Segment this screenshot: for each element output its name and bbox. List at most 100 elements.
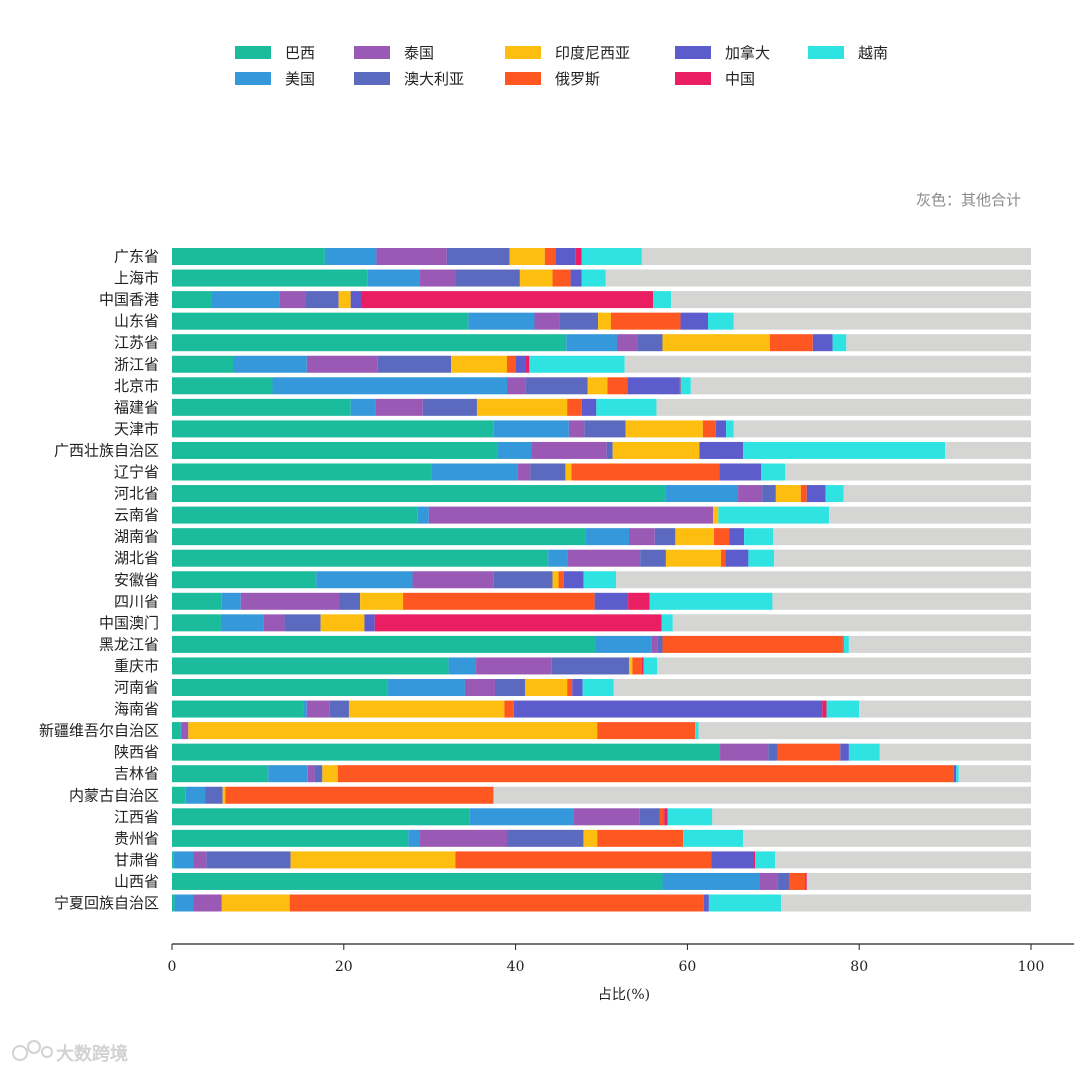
bar-segment: [583, 571, 617, 589]
bar-segment: [627, 377, 680, 395]
bar-segment: [446, 248, 510, 265]
category-label: 辽宁省: [114, 463, 159, 481]
bar-segment: [612, 441, 700, 459]
bar-segment: [729, 528, 745, 546]
bar-remainder: [859, 700, 1031, 718]
bar-segment: [568, 420, 585, 438]
category-label: 广西壮族自治区: [54, 441, 159, 459]
bar-segment: [339, 592, 361, 610]
legend-item: 澳大利亚: [354, 70, 464, 88]
bar-row: [172, 441, 1031, 459]
legend-swatch: [505, 46, 541, 59]
bar-segment: [290, 851, 456, 869]
bar-segment: [800, 485, 807, 503]
bar-segment: [628, 657, 633, 675]
bar-segment: [476, 398, 568, 416]
bar-row: [172, 398, 1031, 416]
bar-segment: [322, 765, 338, 783]
legend-item: 泰国: [354, 44, 434, 62]
bar-segment: [324, 248, 377, 265]
bar-segment: [594, 592, 629, 610]
bar-segment: [306, 291, 339, 309]
category-label: 陕西省: [114, 743, 159, 761]
bar-segment: [172, 635, 596, 653]
bar-segment: [708, 312, 734, 330]
bar-segment: [348, 700, 505, 718]
bar-segment: [567, 549, 641, 567]
bar-segment: [769, 334, 813, 352]
bar-segment: [661, 614, 673, 632]
bar-segment: [699, 441, 744, 459]
bar-remainder: [879, 743, 1031, 761]
bar-segment: [172, 808, 470, 826]
bar-segment: [581, 398, 597, 416]
bar-segment: [172, 291, 212, 309]
bar-segment: [422, 398, 477, 416]
category-label: 黑龙江省: [99, 635, 159, 653]
bar-segment: [172, 571, 317, 589]
bar-segment: [289, 894, 704, 912]
category-labels: 广东省上海市中国香港山东省江苏省浙江省北京市福建省天津市广西壮族自治区辽宁省河北…: [39, 248, 159, 913]
category-label: 中国香港: [99, 291, 159, 309]
bar-segment: [718, 506, 830, 524]
category-label: 海南省: [114, 700, 159, 718]
bar-remainder: [641, 248, 1031, 265]
bars: [172, 248, 1031, 912]
legend-label: 美国: [285, 70, 315, 88]
bar-remainder: [781, 894, 1031, 912]
bar-segment: [284, 614, 321, 632]
bar-remainder: [733, 312, 1031, 330]
bar-segment: [507, 829, 584, 847]
category-label: 甘肃省: [114, 851, 159, 869]
bar-segment: [956, 765, 959, 783]
x-tick-label: 0: [168, 959, 177, 975]
bar-segment: [307, 765, 315, 783]
bar-segment: [517, 463, 531, 481]
bar-segment: [172, 549, 549, 567]
bar-remainder: [494, 786, 1031, 804]
bar-row: [172, 765, 1031, 783]
bar-remainder: [624, 355, 1031, 373]
bar-row: [172, 614, 1031, 632]
bar-remainder: [616, 571, 1031, 589]
bar-segment: [493, 786, 495, 804]
bar-segment: [777, 872, 790, 890]
bar-segment: [263, 614, 285, 632]
category-label: 贵州省: [114, 829, 159, 847]
x-tick-label: 20: [335, 959, 353, 975]
legend-label: 印度尼西亚: [555, 44, 630, 62]
category-label: 山西省: [114, 872, 159, 890]
bar-segment: [843, 635, 849, 653]
bar-segment: [428, 506, 714, 524]
bar-segment: [812, 334, 833, 352]
legend-item: 加拿大: [675, 44, 770, 62]
bar-segment: [662, 872, 760, 890]
bar-segment: [659, 808, 664, 826]
bar-segment: [172, 269, 368, 287]
bar-segment: [720, 549, 726, 567]
bar-segment: [789, 872, 806, 890]
bar-segment: [469, 808, 575, 826]
bar-segment: [567, 398, 582, 416]
bar-segment: [822, 700, 827, 718]
bar-segment: [172, 398, 351, 416]
bar-segment: [715, 420, 727, 438]
bar-segment: [172, 528, 586, 546]
bar-segment: [225, 786, 494, 804]
bar-segment: [314, 765, 323, 783]
legend-swatch: [354, 72, 390, 85]
bar-segment: [555, 248, 576, 265]
bar-segment: [657, 635, 663, 653]
bar-segment: [679, 377, 681, 395]
bar-segment: [548, 549, 568, 567]
category-label: 四川省: [114, 592, 159, 610]
bar-remainder: [733, 420, 1031, 438]
bar-segment: [172, 700, 304, 718]
bar-segment: [805, 872, 807, 890]
bar-remainder: [605, 269, 1031, 287]
bar-row: [172, 657, 1031, 675]
bar-segment: [595, 635, 652, 653]
legend-item: 印度尼西亚: [505, 44, 630, 62]
